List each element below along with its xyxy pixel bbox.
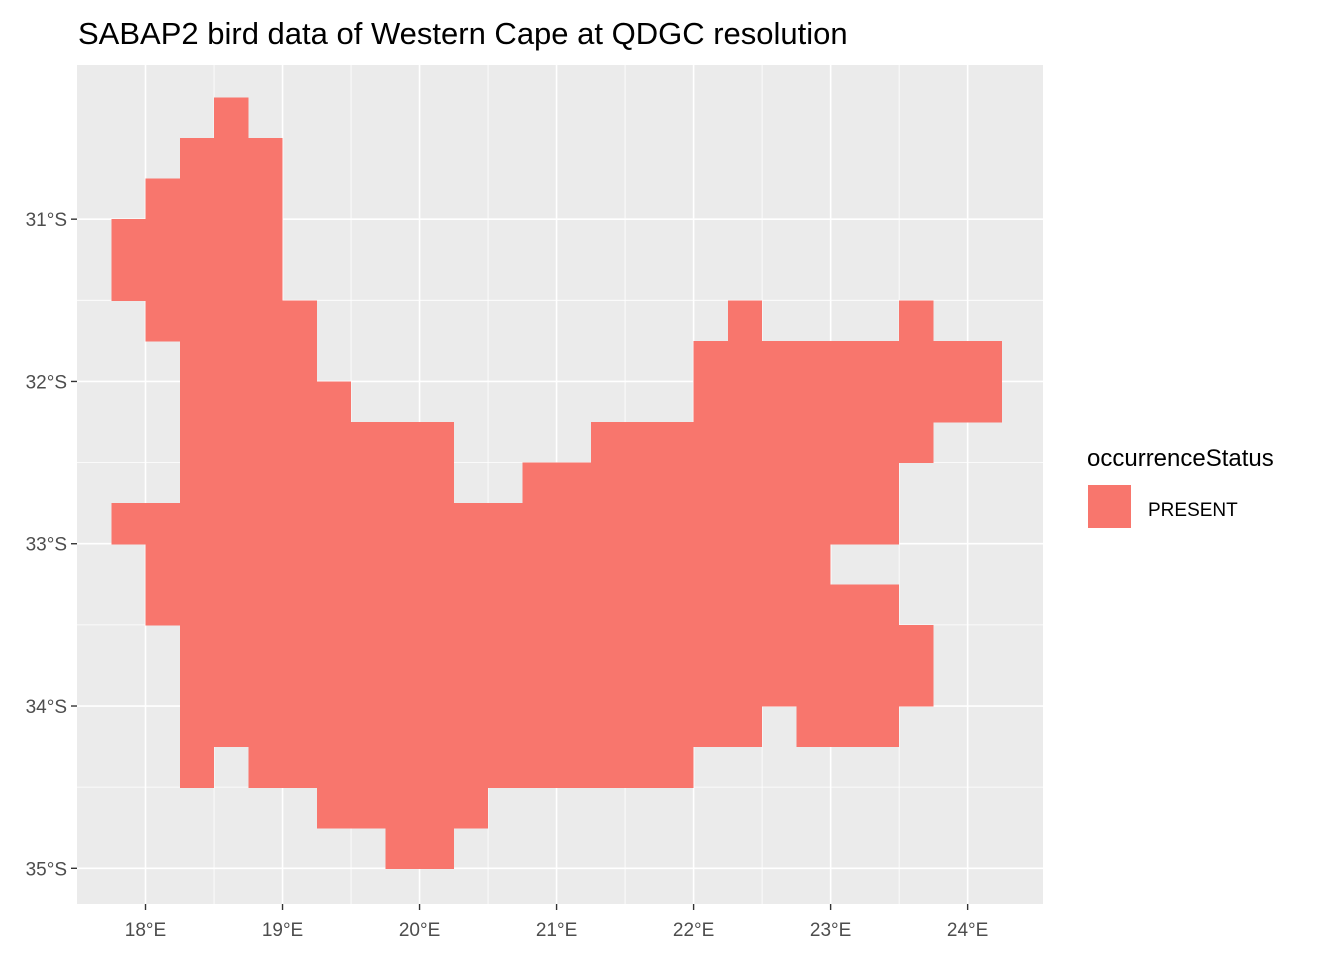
occurrence-cell xyxy=(179,340,317,383)
occurrence-cell xyxy=(145,300,317,342)
occurrence-cell xyxy=(179,746,215,788)
legend: occurrenceStatus PRESENT xyxy=(1086,445,1274,530)
y-tick-label: 32°S xyxy=(26,372,67,393)
occurrence-cell xyxy=(796,706,900,748)
occurrence-cell xyxy=(214,97,249,139)
occurrence-cell xyxy=(179,462,454,504)
y-tick-label: 31°S xyxy=(26,210,67,231)
occurrence-cell xyxy=(145,178,283,220)
legend-title: occurrenceStatus xyxy=(1087,445,1274,472)
occurrence-cell xyxy=(145,543,831,585)
x-tick-label: 19°E xyxy=(262,920,303,941)
x-tick-label: 21°E xyxy=(536,920,577,941)
x-tick-label: 23°E xyxy=(810,920,851,941)
occurrence-cell xyxy=(590,422,934,464)
occurrence-cell xyxy=(693,340,1002,383)
occurrence-cell xyxy=(899,300,934,342)
legend-label-present: PRESENT xyxy=(1148,500,1238,521)
y-axis: 31°S 32°S 33°S 34°S 35°S xyxy=(26,210,77,880)
occurrence-cell xyxy=(316,787,489,829)
occurrence-cell xyxy=(145,584,900,626)
x-tick-label: 24°E xyxy=(947,920,988,941)
x-tick-label: 20°E xyxy=(399,920,440,941)
occurrence-cell xyxy=(727,300,763,342)
occurrence-cell xyxy=(693,381,1002,423)
y-tick-label: 35°S xyxy=(26,859,67,880)
occurrence-cell xyxy=(179,422,454,464)
occurrence-cell xyxy=(179,138,283,180)
occurrence-cell xyxy=(248,746,694,788)
occurrence-cell xyxy=(111,503,900,545)
chart-title: SABAP2 bird data of Western Cape at QDGC… xyxy=(78,16,848,51)
occurrence-cell xyxy=(179,665,934,707)
occurrence-cell xyxy=(522,462,900,504)
legend-key-present xyxy=(1086,483,1133,530)
y-tick-label: 33°S xyxy=(26,535,67,556)
occurrence-cell xyxy=(385,827,454,869)
occurrence-cell xyxy=(179,706,763,748)
occurrence-cells xyxy=(111,97,1002,869)
x-tick-label: 22°E xyxy=(673,920,714,941)
occurrence-cell xyxy=(111,219,283,261)
y-tick-label: 34°S xyxy=(26,697,67,718)
occurrence-cell xyxy=(179,624,934,667)
x-tick-label: 18°E xyxy=(125,920,166,941)
occurrence-cell xyxy=(111,259,283,301)
x-axis: 18°E 19°E 20°E 21°E 22°E 23°E 24°E xyxy=(125,904,988,941)
occurrence-cell xyxy=(179,381,352,423)
